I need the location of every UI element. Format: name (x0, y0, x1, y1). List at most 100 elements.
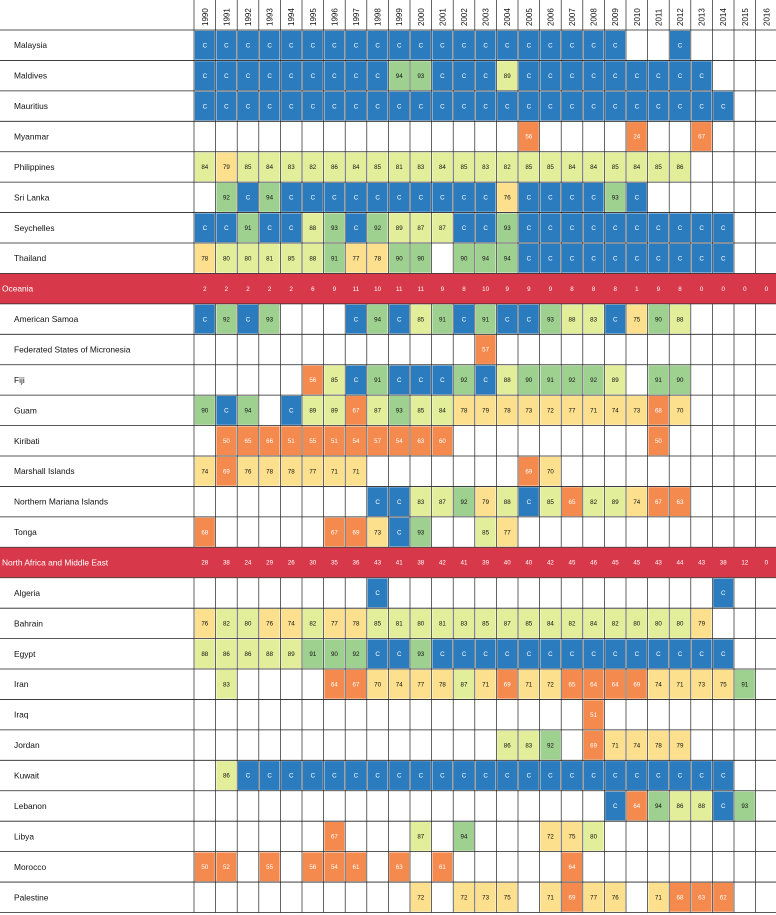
heatmap-cell (259, 213, 280, 243)
cell-value: 93 (417, 73, 424, 80)
heatmap-cell (302, 639, 323, 669)
cell-value: C (246, 42, 251, 49)
heatmap-row: Tonga 68 67 69 73 C 93 85 77 (0, 516, 776, 548)
cell-value: 64 (590, 681, 597, 688)
heatmap-cell (497, 669, 518, 699)
heatmap-cell (367, 487, 388, 517)
cell-value: 2 (289, 286, 293, 293)
heatmap-cell (518, 91, 539, 121)
heatmap-cell (454, 882, 474, 912)
heatmap-cell (194, 852, 215, 882)
cell-value: 72 (461, 894, 468, 901)
heatmap-cell (259, 761, 280, 790)
cell-value: 71 (612, 742, 619, 749)
heatmap-cell (389, 487, 410, 517)
row-label: Malaysia (14, 40, 47, 50)
cell-value: 90 (525, 377, 532, 384)
cell-value: 93 (396, 408, 403, 415)
heatmap-cell (626, 182, 647, 212)
cell-value: C (332, 195, 337, 202)
heatmap-cell (367, 213, 388, 243)
heatmap-cell (389, 30, 410, 60)
heatmap-cell (454, 608, 474, 638)
heatmap-cell (562, 761, 582, 790)
cell-value: 73 (698, 681, 705, 688)
heatmap-cell (454, 213, 474, 243)
heatmap-cell (691, 639, 712, 669)
heatmap-cell (562, 669, 582, 699)
heatmap-cell (670, 761, 690, 790)
cell-value: C (613, 103, 618, 110)
cell-value: 65 (569, 681, 576, 688)
heatmap-cell (259, 152, 280, 182)
cell-value: C (527, 255, 532, 262)
cell-value: C (246, 316, 251, 323)
cell-value: 65 (569, 499, 576, 506)
cell-value: 82 (309, 621, 316, 628)
cell-value: 85 (374, 621, 381, 628)
cell-value: 9 (527, 286, 531, 293)
heatmap-cell (713, 882, 734, 912)
heatmap-cell (626, 791, 647, 821)
heatmap-cell (194, 152, 215, 182)
heatmap-cell (540, 639, 561, 669)
heatmap-cell (367, 91, 388, 121)
heatmap-cell (605, 669, 626, 699)
heatmap-cell (432, 426, 453, 456)
heatmap-cell (691, 791, 712, 821)
cell-value: 11 (418, 286, 425, 293)
heatmap-cell (540, 61, 561, 91)
heatmap-cell (281, 426, 302, 456)
heatmap-cell (626, 487, 647, 517)
row-label: Maldives (14, 71, 47, 81)
heatmap-cell (324, 395, 345, 425)
cell-value: C (332, 73, 337, 80)
heatmap-cell (367, 304, 388, 334)
heatmap-cell (670, 639, 690, 669)
cell-value: 88 (504, 377, 511, 384)
cell-value: 40 (504, 560, 511, 567)
cell-value: C (699, 651, 704, 658)
heatmap-cell (216, 761, 237, 790)
year-label: 2009 (611, 8, 620, 26)
heatmap-cell (626, 122, 647, 151)
year-label: 1992 (244, 8, 253, 26)
cell-value: C (224, 225, 229, 232)
row-label: Guam (14, 405, 37, 415)
heatmap-cell (583, 700, 604, 730)
cell-value: 90 (396, 255, 403, 262)
cell-value: 85 (655, 164, 662, 171)
heatmap-cell (540, 304, 561, 334)
heatmap-cell (259, 608, 280, 638)
cell-value: C (721, 590, 726, 597)
heatmap-cell (713, 791, 734, 821)
cell-value: 88 (504, 499, 511, 506)
heatmap-cell (216, 182, 237, 212)
heatmap-cell (259, 426, 280, 456)
heatmap-cell (562, 91, 582, 121)
heatmap-cell (475, 639, 496, 669)
cell-value: C (483, 73, 488, 80)
heatmap-cell (454, 30, 474, 60)
cell-value: C (440, 42, 445, 49)
heatmap-cell (626, 669, 647, 699)
heatmap-cell (367, 395, 388, 425)
cell-value: 79 (482, 499, 489, 506)
cell-value: C (332, 773, 337, 780)
heatmap-cell (518, 730, 539, 760)
heatmap-cell (454, 152, 474, 182)
cell-value: C (505, 651, 510, 658)
cell-value: 91 (482, 316, 489, 323)
cell-value: C (527, 773, 532, 780)
cell-value: 90 (655, 316, 662, 323)
cell-value: 43 (374, 560, 381, 567)
cell-value: 82 (504, 164, 511, 171)
cell-value: C (613, 316, 618, 323)
cell-value: 2 (268, 286, 272, 293)
cell-value: C (289, 195, 294, 202)
cell-value: 42 (547, 560, 554, 567)
cell-value: C (721, 773, 726, 780)
heatmap-cell (562, 821, 582, 851)
cell-value: 75 (504, 894, 511, 901)
cell-value: C (397, 42, 402, 49)
